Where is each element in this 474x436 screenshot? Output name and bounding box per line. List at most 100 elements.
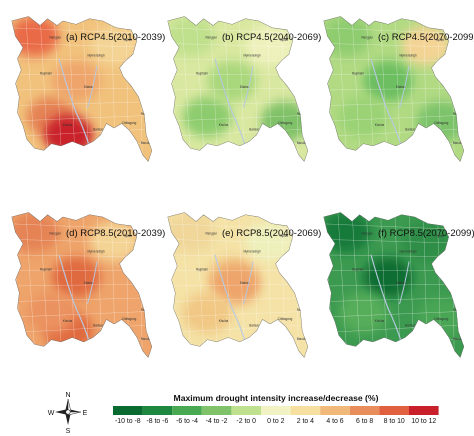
city-label: Chittagong <box>434 121 449 125</box>
city-label: Mymensingh <box>88 53 105 57</box>
legend-label: 6 to 8 <box>356 418 373 425</box>
intensity-zone <box>51 257 101 298</box>
panel-title-b: (b) RCP4.5(2040-2069) <box>222 32 321 43</box>
city-label: Chittagong <box>434 317 449 321</box>
city-label: Mymensingh <box>88 249 105 253</box>
legend: Maximum drought intensity increase/decre… <box>113 393 439 425</box>
legend-title: Maximum drought intensity increase/decre… <box>174 393 379 403</box>
city-label: Barisal <box>405 323 415 327</box>
city-label: Sylhet <box>436 38 444 42</box>
city-label: Rajshahi <box>40 71 52 75</box>
legend-swatch <box>201 406 232 415</box>
city-label: Rangpur <box>362 231 374 235</box>
city-label: Barisal <box>93 127 103 131</box>
compass-n: N <box>65 392 70 399</box>
city-label: Bandarban <box>453 141 468 145</box>
city-label: Barisal <box>249 323 259 327</box>
city-label: Khulna <box>219 123 229 127</box>
map-panel-b: Rangpur Mymensingh Sylhet Rajshahi Dhaka Khul… <box>167 16 321 162</box>
city-label: Chittagong <box>278 317 293 321</box>
city-label: Rangpur <box>362 35 374 39</box>
intensity-zone <box>182 96 233 138</box>
city-label: Rangamati <box>297 308 312 312</box>
city-label: Rangamati <box>453 308 468 312</box>
legend-label: 4 to 6 <box>326 418 343 425</box>
city-label: Bandarban <box>141 141 156 145</box>
panel-title-c: (c) RCP4.5(2070-2099) <box>378 32 474 43</box>
panel-title-d: (d) RCP8.5(2010-2039) <box>66 228 165 239</box>
city-label: Rajshahi <box>196 267 208 271</box>
compass-e: E <box>83 410 88 417</box>
city-label: Rangamati <box>453 112 468 116</box>
city-label: Barisal <box>93 323 103 327</box>
city-label: Khulna <box>375 123 385 127</box>
legend-swatch <box>409 406 439 415</box>
legend-swatch <box>379 406 409 415</box>
legend-label: 10 to 12 <box>411 418 436 425</box>
city-label: Mymensingh <box>244 249 261 253</box>
city-label: Mymensingh <box>400 249 417 253</box>
legend-swatch <box>231 406 261 415</box>
map-panel-f: Rangpur Mymensingh Sylhet Rajshahi Dhaka Khul… <box>323 212 474 358</box>
map-panel-d: Rangpur Mymensingh Sylhet Rajshahi Dhaka Khul… <box>11 212 165 358</box>
north-arrow: N S E W <box>48 392 88 435</box>
city-label: Bandarban <box>297 337 312 341</box>
city-label: Dhaka <box>396 85 405 89</box>
city-label: Rajshahi <box>196 71 208 75</box>
city-label: Khulna <box>63 319 73 323</box>
city-label: Dhaka <box>84 85 93 89</box>
city-label: Bandarban <box>297 141 312 145</box>
city-label: Chittagong <box>122 121 137 125</box>
panel-title-f: (f) RCP8.5(2070-2099) <box>378 228 474 239</box>
intensity-zone <box>363 61 413 102</box>
city-label: Sylhet <box>124 234 132 238</box>
city-label: Khulna <box>219 319 229 323</box>
legend-label: -6 to -4 <box>176 418 198 425</box>
compass-w: W <box>48 410 55 417</box>
legend-label: 8 to 10 <box>384 418 405 425</box>
city-label: Dhaka <box>240 281 249 285</box>
map-panel-a: Rangpur Mymensingh Sylhet Rajshahi Dhaka Khul… <box>11 16 165 162</box>
map-panel-c: Rangpur Mymensingh Sylhet Rajshahi Dhaka Khul… <box>323 16 474 162</box>
intensity-zone <box>182 292 233 334</box>
legend-label: 2 to 4 <box>297 418 314 425</box>
city-label: Sylhet <box>124 38 132 42</box>
legend-label: -10 to -8 <box>115 418 141 425</box>
map-panel-e: Rangpur Mymensingh Sylhet Rajshahi Dhaka Khul… <box>167 212 321 358</box>
legend-swatch <box>290 406 321 415</box>
panel-title-a: (a) RCP4.5(2010-2039) <box>66 32 165 43</box>
city-label: Rajshahi <box>40 267 52 271</box>
legend-label: -8 to -6 <box>146 418 168 425</box>
city-label: Chittagong <box>278 121 293 125</box>
city-label: Dhaka <box>84 281 93 285</box>
panel-title-e: (e) RCP8.5(2040-2069) <box>222 228 321 239</box>
legend-swatch <box>261 406 291 415</box>
city-label: Barisal <box>249 127 259 131</box>
legend-swatch <box>320 406 350 415</box>
city-label: Rajshahi <box>352 71 364 75</box>
city-label: Chittagong <box>122 317 137 321</box>
city-label: Rangpur <box>50 231 62 235</box>
city-label: Rangamati <box>141 308 156 312</box>
city-label: Rajshahi <box>352 267 364 271</box>
intensity-zone <box>338 292 389 334</box>
city-label: Sylhet <box>436 234 444 238</box>
city-label: Rangpur <box>206 231 218 235</box>
city-label: Sylhet <box>280 38 288 42</box>
intensity-zone <box>26 292 77 334</box>
legend-swatch <box>113 406 143 415</box>
legend-swatch <box>142 406 173 415</box>
city-label: Sylhet <box>280 234 288 238</box>
legend-label: -4 to -2 <box>206 418 228 425</box>
city-label: Rangamati <box>141 112 156 116</box>
city-label: Khulna <box>63 123 73 127</box>
city-label: Mymensingh <box>400 53 417 57</box>
intensity-zone <box>51 61 101 102</box>
city-label: Dhaka <box>240 85 249 89</box>
city-label: Mymensingh <box>244 53 261 57</box>
city-label: Bandarban <box>453 337 468 341</box>
compass-s: S <box>66 428 71 435</box>
city-label: Barisal <box>405 127 415 131</box>
intensity-zone <box>207 61 257 102</box>
